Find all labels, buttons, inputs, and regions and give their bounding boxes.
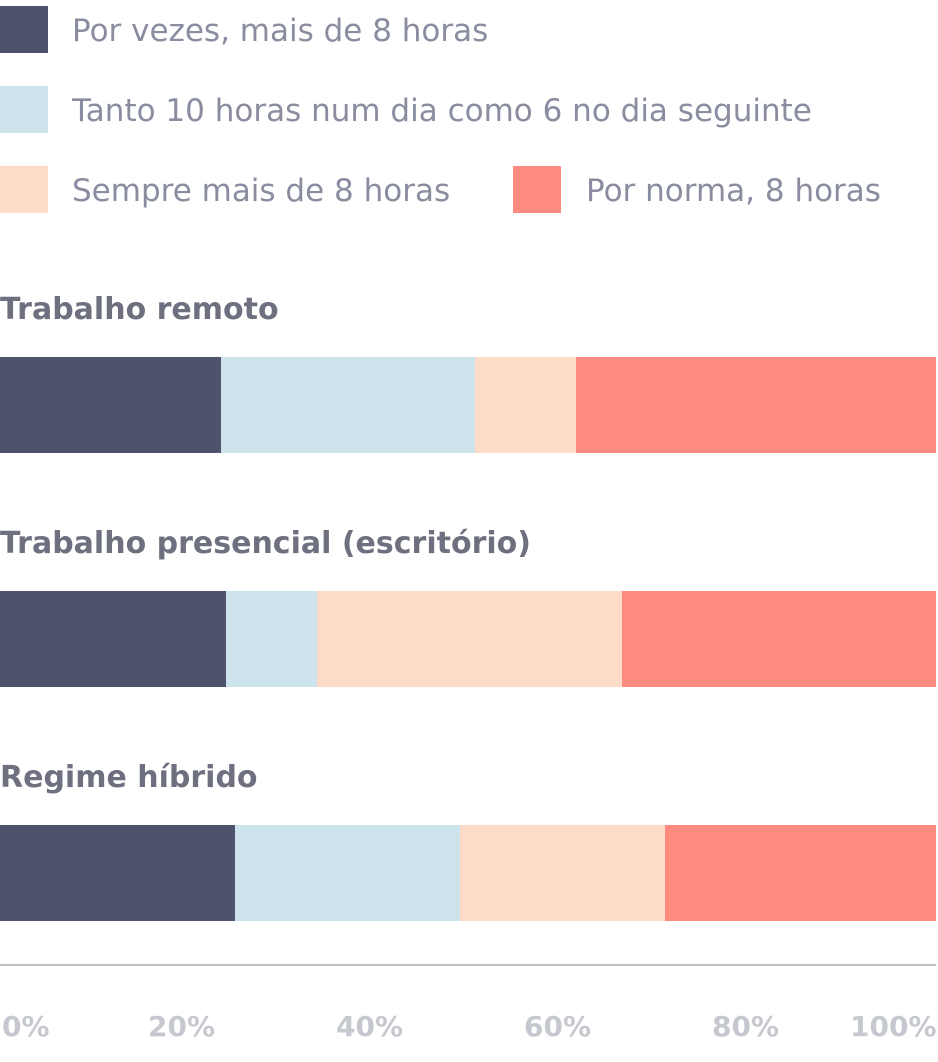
legend-label-1: Por vezes, mais de 8 horas: [72, 13, 489, 49]
category-label-3: Regime híbrido: [0, 760, 258, 795]
bar-segment-2-1: [0, 591, 226, 687]
legend-swatch-2: [0, 86, 48, 133]
legend-label-2: Tanto 10 horas num dia como 6 no dia seg…: [72, 93, 812, 129]
x-tick-label-4: 60%: [524, 1010, 592, 1043]
legend-swatch-4: [513, 166, 561, 213]
bar-segment-3-1: [0, 825, 235, 921]
legend-swatch-3: [0, 166, 48, 213]
bar-segment-1-1: [0, 357, 221, 453]
x-tick-label-2: 20%: [148, 1010, 216, 1043]
legend-label-3: Sempre mais de 8 horas: [72, 173, 451, 209]
bar-row-2: [0, 591, 936, 687]
bar-segment-3-3: [460, 825, 665, 921]
category-label-2: Trabalho presencial (escritório): [0, 526, 531, 561]
bar-segment-2-2: [226, 591, 317, 687]
x-tick-label-6: 100%: [850, 1010, 937, 1043]
bar-segment-2-3: [317, 591, 622, 687]
legend-label-4: Por norma, 8 horas: [586, 173, 881, 209]
bar-segment-2-4: [622, 591, 936, 687]
x-tick-label-5: 80%: [712, 1010, 780, 1043]
bar-segment-3-2: [235, 825, 460, 921]
x-tick-label-3: 40%: [336, 1010, 404, 1043]
x-tick-label-1: 0%: [2, 1010, 50, 1043]
bar-segment-1-3: [475, 357, 576, 453]
category-label-1: Trabalho remoto: [0, 292, 279, 327]
x-axis-line: [0, 964, 936, 966]
bar-segment-1-4: [576, 357, 936, 453]
legend-swatch-1: [0, 6, 48, 53]
bar-segment-1-2: [221, 357, 475, 453]
bar-segment-3-4: [665, 825, 936, 921]
bar-row-1: [0, 357, 936, 453]
bar-row-3: [0, 825, 936, 921]
